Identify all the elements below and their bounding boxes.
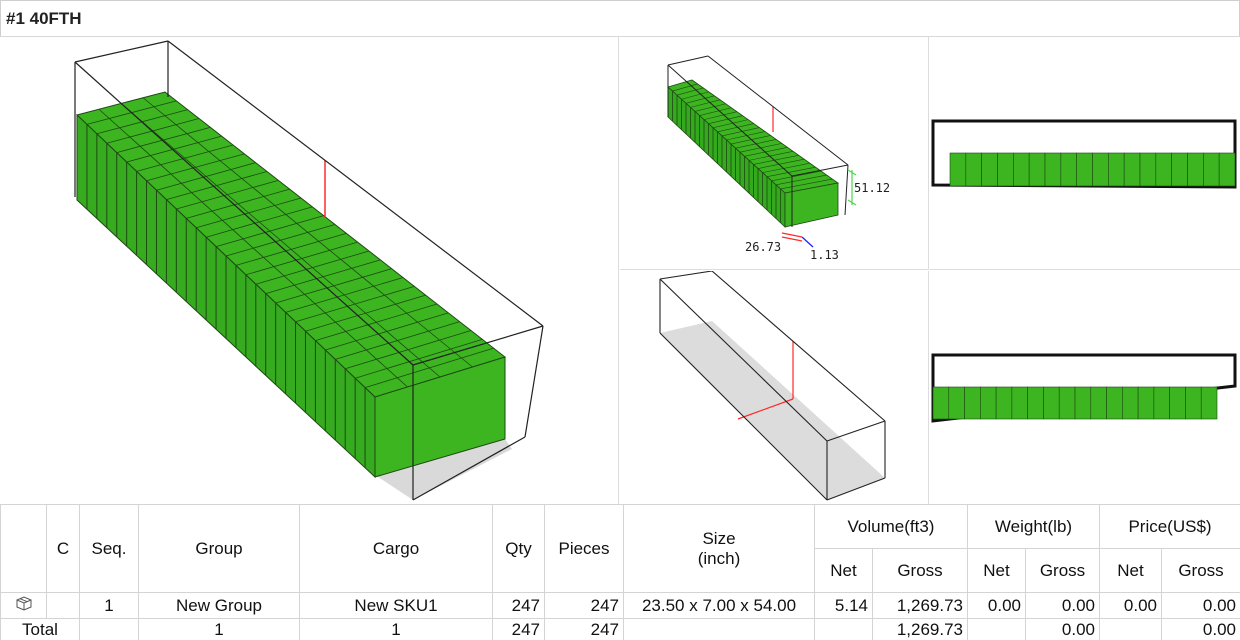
column-header-size[interactable]: Size (inch) [623,504,815,593]
container-title-bar: #1 40FTH [0,0,1240,37]
total-price-net-cell [1099,618,1162,640]
column-header-cargo[interactable]: Cargo [299,504,493,593]
height-dimension-label: 51.12 [854,181,890,195]
column-header-price-gross[interactable]: Gross [1161,548,1240,593]
floor-shade [372,435,512,500]
total-pieces-cell: 247 [544,618,624,640]
total-size-cell [623,618,815,640]
total-weight-net-cell [967,618,1026,640]
width-dimension-label: 1.13 [810,248,839,262]
size-header-label: Size [702,528,736,548]
total-seq-cell [79,618,139,640]
side-view-bottom[interactable] [930,271,1240,504]
table-total-row: Total 1 1 247 247 1,269.73 0.00 0.00 [0,618,1240,640]
side-view-top[interactable] [930,37,1240,270]
column-header-volume-gross[interactable]: Gross [872,548,968,593]
side-view-bottom-cargo-row [932,386,1218,420]
height-dimension-marker [847,169,857,206]
row-weight-net-cell[interactable]: 0.00 [967,592,1026,619]
side-view-bottom-canvas[interactable] [930,271,1240,504]
table-subheader-row: Net Gross Net Gross Net Gross [1,548,1240,593]
total-volume-net-cell [814,618,873,640]
column-header-group[interactable]: Group [138,504,300,593]
main-3d-view[interactable] [0,37,619,504]
side-view-top-cargo-row [949,152,1236,187]
total-group-cell: 1 [138,618,300,640]
container-wireframe [74,40,544,501]
length-dimension-marker [781,232,803,242]
row-icon-cell[interactable] [0,592,47,619]
iso-3d-canvas[interactable]: 51.12 26.73 1.13 [620,37,929,270]
column-header-seq[interactable]: Seq. [79,504,139,593]
row-size-cell[interactable]: 23.50 x 7.00 x 54.00 [623,592,815,619]
row-c-cell[interactable] [46,592,80,619]
total-weight-gross-cell: 0.00 [1025,618,1100,640]
row-price-net-cell[interactable]: 0.00 [1099,592,1162,619]
floor-view-wireframe [659,271,886,501]
total-qty-cell: 247 [492,618,545,640]
iso-cargo-end [784,182,839,228]
table-row[interactable]: 1 New Group New SKU1 247 247 23.50 x 7.0… [0,592,1240,619]
total-label-cell: Total [0,618,80,640]
row-volume-net-cell[interactable]: 5.14 [814,592,873,619]
row-volume-gross-cell[interactable]: 1,269.73 [872,592,968,619]
column-header-weight-gross[interactable]: Gross [1025,548,1100,593]
column-header-c[interactable]: C [46,504,80,593]
total-price-gross-cell: 0.00 [1161,618,1240,640]
column-header-weight[interactable]: Weight(lb) [967,504,1100,549]
iso-container-wireframe [667,55,849,227]
total-cargo-cell: 1 [299,618,493,640]
total-volume-gross-cell: 1,269.73 [872,618,968,640]
length-dimension-label: 26.73 [745,240,781,254]
container-title: #1 40FTH [6,9,82,28]
row-price-gross-cell[interactable]: 0.00 [1161,592,1240,619]
iso-3d-view[interactable]: 51.12 26.73 1.13 [620,37,929,270]
column-header-volume-net[interactable]: Net [814,548,873,593]
side-view-top-canvas[interactable] [930,37,1240,270]
row-qty-cell[interactable]: 247 [492,592,545,619]
container-floor-canvas[interactable] [620,271,929,504]
main-3d-canvas[interactable] [0,37,619,504]
column-header-price[interactable]: Price(US$) [1099,504,1240,549]
floor-guide-horizontal [737,398,794,420]
cargo-summary-table: C Seq. Group Cargo Qty Pieces Size (inch… [0,504,1240,640]
width-dimension-marker [801,236,814,248]
iso-cargo-slab-lines [672,83,833,223]
column-header-pieces[interactable]: Pieces [544,504,624,593]
row-pieces-cell[interactable]: 247 [544,592,624,619]
size-header-unit: (inch) [697,548,741,568]
row-cargo-cell[interactable]: New SKU1 [299,592,493,619]
row-seq-cell[interactable]: 1 [79,592,139,619]
row-group-cell[interactable]: New Group [138,592,300,619]
column-header-weight-net[interactable]: Net [967,548,1026,593]
column-header-volume[interactable]: Volume(ft3) [814,504,968,549]
container-floor-view[interactable] [620,271,929,504]
row-weight-gross-cell[interactable]: 0.00 [1025,592,1100,619]
box-icon [16,596,31,611]
table-header-row: C Seq. Group Cargo Qty Pieces Size (inch… [0,504,1240,593]
column-header-price-net[interactable]: Net [1099,548,1162,593]
column-header-qty[interactable]: Qty [492,504,545,593]
side-view-top-container-outline [931,119,1237,189]
icon-column-header [0,504,47,593]
container-floor-face [660,321,885,500]
